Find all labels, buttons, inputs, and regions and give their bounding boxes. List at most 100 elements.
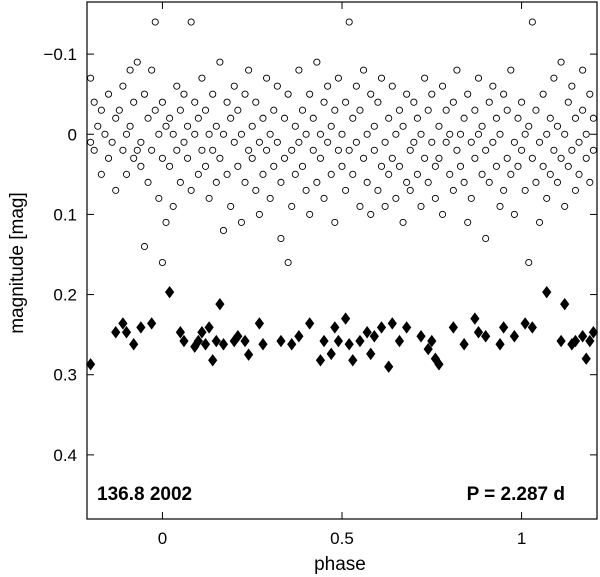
- data-point: [385, 170, 393, 178]
- data-point: [416, 330, 426, 343]
- data-point: [489, 138, 497, 146]
- data-point: [175, 326, 185, 339]
- data-point: [90, 98, 98, 106]
- data-point: [148, 146, 156, 154]
- data-point: [126, 122, 134, 130]
- data-point: [377, 162, 386, 170]
- data-point: [193, 334, 203, 348]
- data-point: [90, 146, 98, 154]
- data-point: [571, 114, 580, 122]
- data-point: [417, 202, 425, 210]
- data-point: [349, 170, 357, 178]
- data-point: [212, 178, 220, 186]
- data-point: [421, 74, 429, 82]
- data-point: [403, 90, 411, 98]
- data-point: [478, 170, 486, 178]
- y-tick-label-3: 0.2: [53, 286, 77, 305]
- data-point: [586, 90, 594, 98]
- data-point: [204, 321, 214, 334]
- data-point: [460, 114, 468, 122]
- data-point: [94, 122, 102, 130]
- series-filled-diamond: [85, 285, 599, 373]
- data-point: [543, 130, 551, 138]
- data-point: [507, 170, 515, 178]
- data-point: [327, 170, 335, 178]
- data-point: [227, 202, 235, 210]
- data-point: [288, 202, 296, 210]
- data-point: [535, 218, 544, 226]
- data-point: [212, 122, 220, 130]
- data-point: [367, 210, 375, 218]
- data-point: [273, 138, 281, 146]
- data-point: [259, 170, 267, 178]
- data-point: [148, 66, 156, 74]
- data-point: [306, 210, 314, 218]
- data-point: [481, 330, 491, 343]
- data-point: [370, 122, 378, 130]
- x-tick-label-1: 0.5: [330, 529, 354, 548]
- data-point: [485, 178, 493, 186]
- data-point: [338, 162, 346, 170]
- data-point: [334, 74, 342, 82]
- data-point: [442, 138, 450, 146]
- data-point: [430, 352, 440, 365]
- data-point: [564, 98, 572, 106]
- data-point: [582, 154, 590, 162]
- data-point: [197, 326, 207, 339]
- data-point: [363, 130, 371, 138]
- data-point: [338, 130, 346, 138]
- data-point: [244, 348, 254, 361]
- data-point: [474, 74, 483, 82]
- data-point: [510, 210, 518, 218]
- data-point: [258, 338, 268, 351]
- data-point: [155, 194, 163, 202]
- data-point: [173, 82, 181, 90]
- data-point: [424, 106, 432, 114]
- data-point: [205, 194, 213, 202]
- data-point: [184, 154, 192, 162]
- data-point: [216, 154, 224, 162]
- data-point: [158, 154, 166, 162]
- data-point: [581, 352, 591, 365]
- data-point: [295, 66, 303, 74]
- data-point: [485, 98, 493, 106]
- data-point: [568, 146, 576, 154]
- series-open-circle: [87, 18, 597, 267]
- data-point: [187, 18, 195, 26]
- data-point: [546, 114, 554, 122]
- data-point: [295, 138, 303, 146]
- data-point: [85, 358, 96, 371]
- data-point: [510, 138, 518, 146]
- data-point: [399, 218, 407, 226]
- data-point: [162, 122, 170, 130]
- data-point: [410, 138, 418, 146]
- x-axis-title: phase: [314, 554, 366, 575]
- data-point: [527, 321, 537, 334]
- data-point: [273, 82, 281, 90]
- data-point: [277, 178, 285, 186]
- y-tick-label-4: 0.3: [53, 366, 77, 385]
- data-point: [453, 66, 461, 74]
- data-point: [439, 210, 447, 218]
- data-point: [442, 106, 450, 114]
- data-point: [567, 338, 577, 351]
- data-point: [144, 114, 152, 122]
- data-point: [464, 90, 472, 98]
- axis-ticks: 0 0.5 1 −0.1 0 0.1 0.2 0.3 0.4: [43, 2, 597, 548]
- data-point: [280, 154, 289, 162]
- data-point: [460, 178, 468, 186]
- data-point: [579, 66, 587, 74]
- data-point: [266, 130, 274, 138]
- data-point: [97, 170, 105, 178]
- data-point: [586, 178, 594, 186]
- data-point: [176, 178, 184, 186]
- data-point: [324, 82, 332, 90]
- data-point: [413, 114, 421, 122]
- data-point: [334, 146, 342, 154]
- data-point: [340, 312, 351, 325]
- data-point: [288, 146, 296, 154]
- data-point: [345, 146, 353, 154]
- data-point: [392, 194, 400, 202]
- data-point: [248, 154, 256, 162]
- data-point: [449, 98, 457, 106]
